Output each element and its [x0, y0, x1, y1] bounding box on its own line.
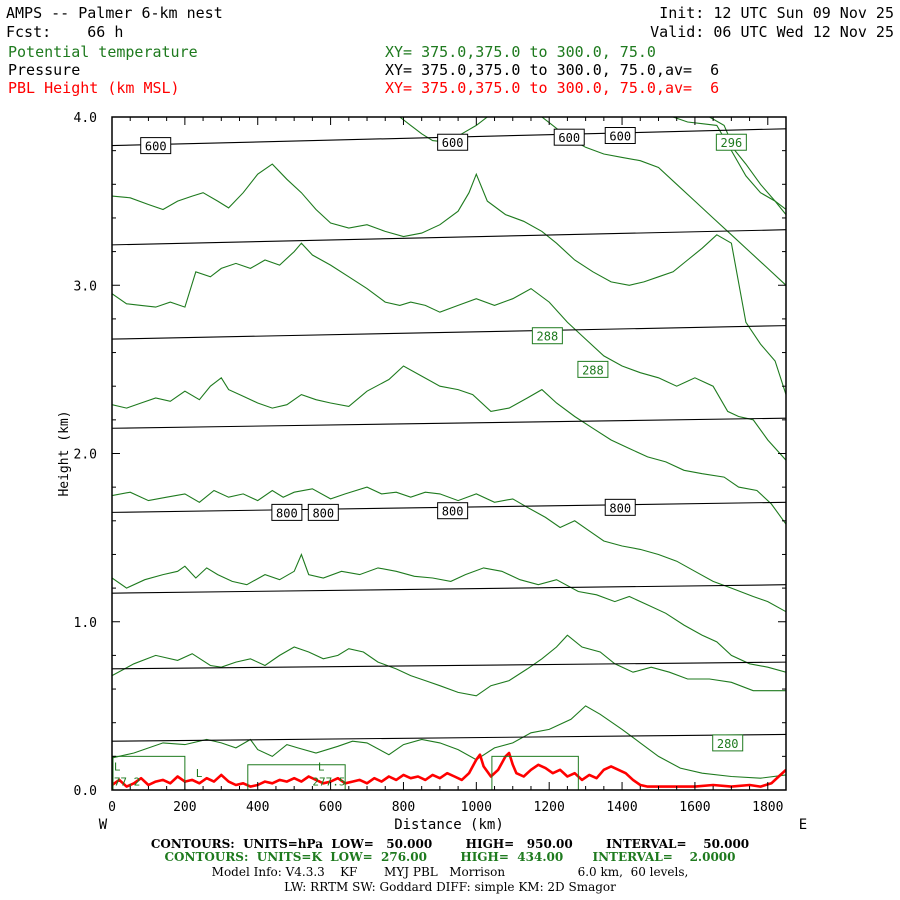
chart-title: AMPS -- Palmer 6-km nest: [6, 4, 223, 22]
y-tick-label: 1.0: [74, 616, 97, 631]
pressure-label: 800: [442, 505, 464, 519]
field-xy-pbl: XY= 375.0,375.0 to 300.0, 75.0,av= 6: [385, 79, 720, 97]
theta-low-label: L: [318, 760, 325, 773]
pressure-contour-950: [112, 733, 786, 742]
field-label-theta: Potential temperature: [8, 43, 198, 61]
theta-contour-284: [112, 553, 786, 673]
x-tick-label: 0: [108, 800, 116, 815]
forecast-hour: Fcst: 66 h: [6, 23, 124, 41]
theta-low-box: [247, 764, 346, 790]
plot-frame: [111, 116, 787, 791]
model-info: Model Info: V4.3.3 KF MYJ PBL Morrison 6…: [211, 865, 689, 879]
pressure-label-box: [271, 503, 303, 521]
theta-low-label: 77.2: [114, 776, 141, 789]
pressure-label-box: [553, 128, 585, 146]
y-axis-label: Height (km): [57, 410, 72, 496]
east-label: E: [799, 817, 807, 833]
x-tick-label: 800: [392, 800, 415, 815]
theta-label-box: [577, 360, 609, 378]
pressure-contour-650: [112, 229, 786, 246]
pressure-label-box: [140, 137, 172, 155]
pressure-label: 600: [558, 131, 580, 145]
y-tick-label: 0.0: [74, 784, 97, 799]
pressure-label: 800: [609, 501, 631, 515]
x-axis-label: Distance (km): [394, 817, 504, 833]
pressure-label: 600: [145, 140, 167, 154]
pbl-height-line: [112, 751, 786, 788]
x-tick-label: 1400: [606, 800, 637, 815]
x-tick-label: 200: [173, 800, 196, 815]
x-tick-label: 1200: [534, 800, 565, 815]
theta-label: 288: [582, 363, 604, 377]
theta-label-box: [712, 734, 744, 752]
pressure-label: 600: [442, 136, 464, 150]
pressure-contour-info: CONTOURS: UNITS=hPa LOW= 50.000 HIGH= 95…: [150, 837, 750, 851]
field-label-pbl: PBL Height (km MSL): [8, 79, 180, 97]
theta-contour-288: [112, 365, 786, 525]
theta-contour-296b: [709, 117, 786, 215]
theta-low-label: 277.5: [312, 776, 345, 789]
pressure-label: 800: [276, 506, 298, 520]
theta-contour-282: [112, 634, 786, 697]
theta-label-box: [715, 133, 747, 151]
y-tick-label: 4.0: [74, 111, 97, 126]
pressure-label: 800: [312, 506, 334, 520]
init-time: Init: 12 UTC Sun 09 Nov 25: [659, 4, 894, 22]
field-label-pressure: Pressure: [8, 61, 81, 79]
west-label: W: [99, 817, 108, 833]
pressure-label-box: [604, 498, 636, 516]
field-xy-pressure: XY= 375.0,375.0 to 300.0, 75.0,av= 6: [385, 61, 720, 79]
x-tick-label: 1000: [461, 800, 492, 815]
y-tick-label: 2.0: [74, 448, 97, 463]
theta-contour-292: [112, 163, 786, 395]
theta-low-label: L: [196, 767, 203, 780]
theta-label: 296: [721, 136, 743, 150]
x-tick-label: 600: [319, 800, 342, 815]
theta-low-label: L: [114, 760, 121, 773]
theta-label: 288: [537, 330, 559, 344]
x-tick-label: 400: [246, 800, 269, 815]
field-xy-theta: XY= 375.0,375.0 to 300.0, 75.0: [385, 43, 656, 61]
theta-contour-280: [112, 705, 786, 779]
valid-time: Valid: 06 UTC Wed 12 Nov 25: [650, 23, 894, 41]
y-tick-label: 3.0: [74, 279, 97, 294]
pressure-label-box: [604, 127, 636, 145]
theta-label-box: [531, 327, 563, 345]
plot-area: 600 600 600 600 800 800 800 800 288 288 296 280 L 77.…: [112, 117, 786, 790]
pressure-contour-850: [112, 584, 786, 594]
x-tick-label: 1600: [679, 800, 710, 815]
pressure-label-box: [437, 502, 469, 520]
pressure-label-box: [307, 503, 339, 521]
theta-contour-286: [112, 486, 786, 613]
theta-contour-info: CONTOURS: UNITS=K LOW= 276.00 HIGH= 434.…: [164, 850, 736, 864]
x-tick-label: 1800: [752, 800, 783, 815]
pressure-label: 600: [609, 130, 631, 144]
theta-contour-290: [112, 242, 786, 461]
pressure-contour-750: [112, 417, 786, 429]
theta-label: 280: [717, 737, 739, 751]
pressure-contour-900: [112, 661, 786, 670]
pressure-contour-700: [112, 325, 786, 340]
physics-info: LW: RRTM SW: Goddard DIFF: simple KM: 2D…: [284, 880, 616, 894]
pressure-label-box: [437, 133, 469, 151]
